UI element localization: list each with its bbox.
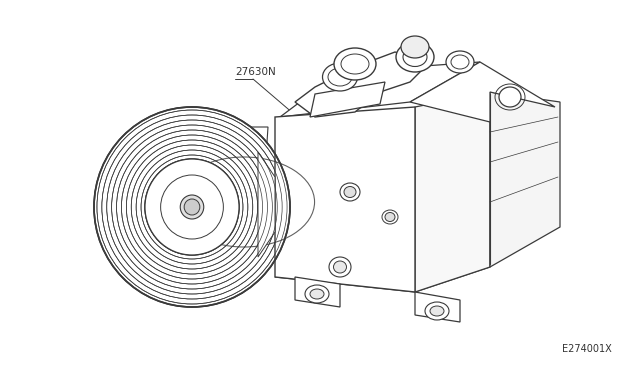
Ellipse shape: [94, 107, 290, 307]
Polygon shape: [258, 152, 275, 257]
Polygon shape: [275, 107, 415, 292]
Ellipse shape: [382, 210, 398, 224]
Polygon shape: [410, 62, 555, 122]
Text: 27630N: 27630N: [235, 67, 276, 77]
Polygon shape: [310, 82, 385, 117]
Ellipse shape: [310, 289, 324, 299]
Ellipse shape: [305, 285, 329, 303]
Ellipse shape: [499, 87, 521, 107]
Polygon shape: [295, 277, 340, 307]
Ellipse shape: [344, 186, 356, 198]
Ellipse shape: [145, 159, 239, 255]
Text: E274001X: E274001X: [563, 344, 612, 354]
Ellipse shape: [184, 199, 200, 215]
Polygon shape: [275, 254, 490, 292]
Polygon shape: [243, 127, 268, 277]
Ellipse shape: [396, 42, 434, 72]
Ellipse shape: [333, 261, 346, 273]
Polygon shape: [415, 92, 490, 292]
Polygon shape: [280, 62, 480, 117]
Ellipse shape: [180, 195, 204, 219]
Ellipse shape: [446, 51, 474, 73]
Ellipse shape: [145, 159, 239, 255]
Polygon shape: [187, 112, 252, 302]
Ellipse shape: [329, 257, 351, 277]
Ellipse shape: [334, 48, 376, 80]
Polygon shape: [490, 92, 560, 267]
Polygon shape: [295, 52, 430, 117]
Ellipse shape: [425, 302, 449, 320]
Ellipse shape: [401, 36, 429, 58]
Ellipse shape: [385, 212, 395, 221]
Ellipse shape: [323, 63, 358, 91]
Ellipse shape: [430, 306, 444, 316]
Ellipse shape: [340, 183, 360, 201]
Polygon shape: [415, 292, 460, 322]
Ellipse shape: [184, 199, 200, 215]
Ellipse shape: [180, 195, 204, 219]
